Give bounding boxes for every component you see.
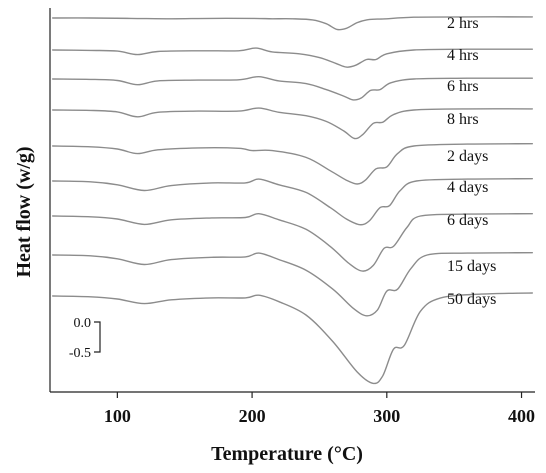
x-tick-label-200: 200 — [239, 406, 266, 426]
x-tick-label-400: 400 — [508, 406, 535, 426]
series-line-1 — [52, 16, 533, 31]
series-line-4 — [52, 107, 533, 140]
scale-label-bottom: -0.5 — [69, 346, 91, 361]
x-tick-label-300: 300 — [373, 406, 400, 426]
series-label-9: 50 days — [447, 291, 496, 308]
series-label-1: 2 hrs — [447, 15, 479, 32]
series-label-4: 8 hrs — [447, 111, 479, 128]
series-label-3: 6 hrs — [447, 78, 479, 95]
x-tick-label-100: 100 — [104, 406, 131, 426]
series-label-5: 2 days — [447, 148, 488, 165]
series-label-6: 4 days — [447, 179, 488, 196]
scale-label-top: 0.0 — [74, 316, 92, 331]
series-line-9 — [52, 292, 533, 385]
series-label-2: 4 hrs — [447, 47, 479, 64]
curves-group — [52, 16, 533, 385]
series-line-5 — [52, 143, 533, 185]
series-line-7 — [52, 212, 533, 272]
series-label-7: 6 days — [447, 212, 488, 229]
series-line-8 — [52, 252, 533, 317]
scale-bar-bracket — [94, 321, 101, 353]
series-line-6 — [52, 178, 533, 226]
x-axis: 100 200 300 400 — [104, 392, 535, 426]
series-label-8: 15 days — [447, 258, 496, 275]
series-labels-group: 2 hrs 4 hrs 6 hrs 8 hrs 2 days 4 days 6 days 15… — [447, 15, 496, 308]
x-axis-title: Temperature (°C) — [211, 443, 363, 465]
series-line-2 — [52, 47, 533, 68]
scale-bar: 0.0 -0.5 — [69, 316, 101, 361]
y-axis-title: Heat flow (w/g) — [13, 146, 35, 277]
series-line-3 — [52, 75, 533, 101]
plot-area — [49, 8, 535, 393]
